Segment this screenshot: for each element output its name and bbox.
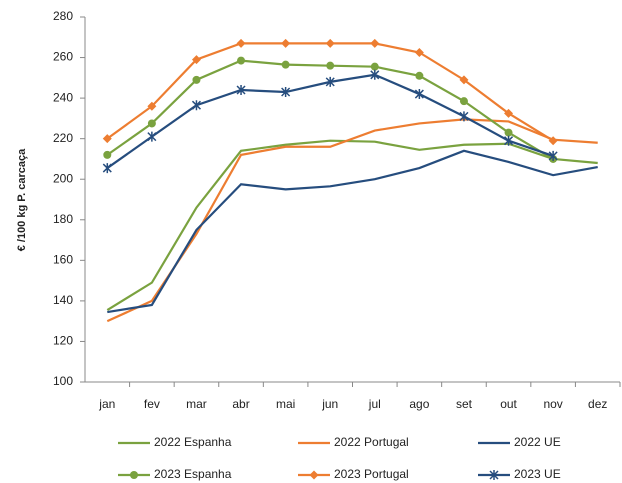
marker <box>489 470 499 480</box>
marker <box>102 134 112 144</box>
x-tick-label: set <box>456 397 473 411</box>
marker <box>414 47 424 57</box>
marker <box>309 470 319 480</box>
marker <box>130 471 138 479</box>
x-tick-label: dez <box>588 397 607 411</box>
legend-label: 2023 Portugal <box>334 467 409 481</box>
x-tick-label: mar <box>186 397 207 411</box>
marker <box>147 119 156 128</box>
marker <box>103 150 112 159</box>
x-tick-label: ago <box>409 397 429 411</box>
x-tick-label: fev <box>144 397 160 411</box>
marker <box>192 75 201 84</box>
y-tick-label: 120 <box>53 334 73 348</box>
y-axis-label: € /100 kg P. carcaça <box>16 148 28 251</box>
marker <box>191 55 201 65</box>
series-line <box>106 139 598 311</box>
y-tick-label: 160 <box>53 253 73 267</box>
marker <box>147 101 157 111</box>
marker <box>147 131 157 142</box>
marker <box>370 62 379 71</box>
y-tick-label: 240 <box>53 90 73 104</box>
series-line <box>107 149 598 314</box>
marker <box>370 38 380 48</box>
marker <box>281 38 291 48</box>
marker <box>504 108 514 118</box>
marker <box>415 71 424 80</box>
legend-label: 2023 Espanha <box>154 467 232 481</box>
marker <box>548 136 558 146</box>
legend-label: 2022 UE <box>514 435 561 449</box>
marker <box>370 69 380 80</box>
marker <box>325 38 335 48</box>
y-tick-label: 220 <box>53 131 73 145</box>
marker <box>326 61 335 70</box>
marker <box>237 56 246 65</box>
x-tick-label: jul <box>368 397 381 411</box>
series-line <box>106 118 598 323</box>
x-tick-label: mai <box>276 397 295 411</box>
x-tick-label: abr <box>232 397 249 411</box>
legend-label: 2022 Espanha <box>154 435 232 449</box>
marker <box>459 97 468 106</box>
marker <box>548 150 558 161</box>
marker <box>236 85 246 95</box>
legend-label: 2023 UE <box>514 467 561 481</box>
marker <box>325 76 335 87</box>
marker <box>236 38 246 48</box>
y-tick-label: 260 <box>53 50 73 64</box>
x-tick-label: out <box>500 397 517 411</box>
x-tick-label: jan <box>98 397 115 411</box>
marker <box>281 60 290 69</box>
y-tick-label: 280 <box>53 9 73 23</box>
legend-label: 2022 Portugal <box>334 435 409 449</box>
marker <box>281 87 291 98</box>
marker <box>102 163 112 174</box>
marker <box>504 135 514 146</box>
marker <box>191 100 201 111</box>
marker <box>414 89 424 100</box>
series-line <box>106 42 554 142</box>
y-tick-label: 100 <box>53 374 73 388</box>
x-tick-label: jun <box>321 397 338 411</box>
y-tick-label: 200 <box>53 171 73 185</box>
x-tick-label: nov <box>543 397 562 411</box>
y-tick-label: 140 <box>53 293 73 307</box>
y-tick-label: 180 <box>53 212 73 226</box>
marker <box>459 111 469 122</box>
marker <box>459 75 469 85</box>
marker <box>504 128 513 137</box>
